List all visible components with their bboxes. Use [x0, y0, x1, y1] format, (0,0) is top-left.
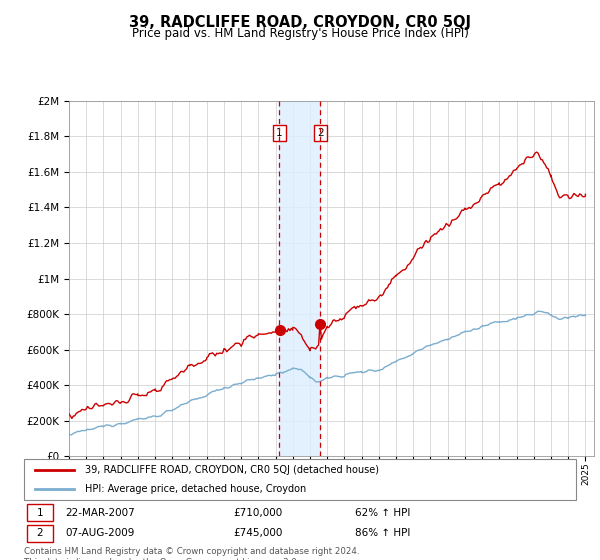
Text: 2: 2 [317, 128, 323, 138]
Text: 62% ↑ HPI: 62% ↑ HPI [355, 507, 410, 517]
Text: HPI: Average price, detached house, Croydon: HPI: Average price, detached house, Croy… [85, 484, 306, 494]
FancyBboxPatch shape [27, 504, 53, 521]
Text: 2: 2 [37, 529, 43, 539]
Text: £710,000: £710,000 [234, 507, 283, 517]
Text: 1: 1 [276, 128, 283, 138]
Text: 07-AUG-2009: 07-AUG-2009 [65, 529, 135, 539]
Text: Price paid vs. HM Land Registry's House Price Index (HPI): Price paid vs. HM Land Registry's House … [131, 27, 469, 40]
Text: 86% ↑ HPI: 86% ↑ HPI [355, 529, 410, 539]
Text: Contains HM Land Registry data © Crown copyright and database right 2024.
This d: Contains HM Land Registry data © Crown c… [24, 547, 359, 560]
Text: 22-MAR-2007: 22-MAR-2007 [65, 507, 135, 517]
Bar [280, 101, 320, 456]
Text: £745,000: £745,000 [234, 529, 283, 539]
Text: 1: 1 [37, 507, 43, 517]
Text: 39, RADCLIFFE ROAD, CROYDON, CR0 5QJ (detached house): 39, RADCLIFFE ROAD, CROYDON, CR0 5QJ (de… [85, 465, 379, 475]
FancyBboxPatch shape [27, 525, 53, 542]
Text: 39, RADCLIFFE ROAD, CROYDON, CR0 5QJ: 39, RADCLIFFE ROAD, CROYDON, CR0 5QJ [129, 15, 471, 30]
FancyBboxPatch shape [24, 459, 576, 500]
